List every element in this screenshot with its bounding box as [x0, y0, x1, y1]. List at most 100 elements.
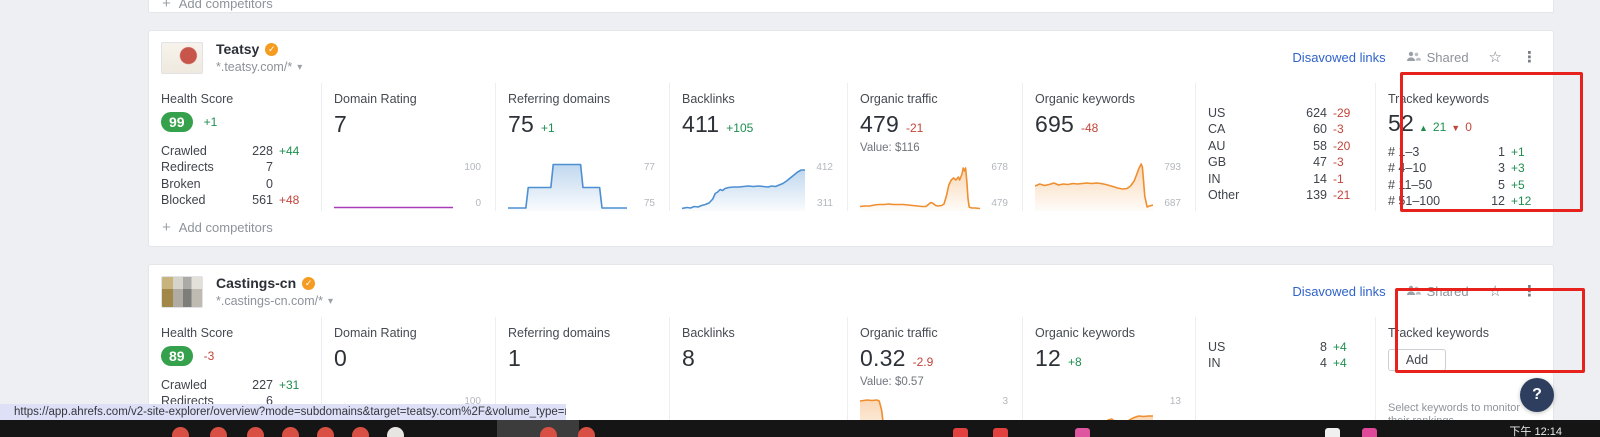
metric-label: Domain Rating	[334, 326, 417, 340]
metric-value: 479	[860, 111, 899, 137]
tracked-position-row[interactable]: # 4–10 3 +3	[1388, 161, 1525, 176]
metric-label: Tracked keywords	[1388, 326, 1489, 340]
taskbar-app-icon[interactable]	[387, 427, 404, 437]
card-header: Teatsy ✓ *.teatsy.com/* ▾ Disavowed link…	[149, 31, 1553, 83]
star-icon[interactable]: ☆	[1488, 49, 1502, 66]
scope-dropdown[interactable]: *.teatsy.com/* ▾	[216, 60, 302, 74]
metric-value: 695	[1035, 111, 1074, 137]
taskbar-app-icon[interactable]	[247, 427, 264, 437]
add-competitors-button[interactable]: + Add competitors	[162, 0, 1553, 12]
people-icon	[1406, 50, 1421, 65]
previous-card-bottom: + Add competitors	[148, 0, 1554, 13]
taskbar-app-icon[interactable]	[282, 427, 299, 437]
tracked-position-row[interactable]: # 11–50 5 +5	[1388, 177, 1525, 192]
scope-label: *.castings-cn.com/*	[216, 294, 323, 308]
country-row[interactable]: US 624 -29	[1208, 106, 1351, 120]
site-titles: Teatsy ✓ *.teatsy.com/* ▾	[216, 41, 302, 74]
country-row[interactable]: CA 60 -3	[1208, 122, 1344, 137]
metric-delta: -2.9	[912, 355, 934, 369]
country-row[interactable]: Other 139 -21	[1208, 188, 1351, 203]
kebab-menu-icon[interactable]: ⋮	[1522, 283, 1537, 300]
help-button[interactable]: ?	[1520, 378, 1554, 412]
axis-label-top: 412	[816, 162, 833, 173]
verified-badge-icon: ✓	[302, 276, 316, 290]
plus-icon: +	[162, 219, 171, 236]
taskbar-app-icon[interactable]	[210, 427, 227, 437]
taskbar-app-icon[interactable]	[993, 428, 1008, 437]
health-row: Redirects 7	[161, 160, 273, 175]
tracked-positions-list: # 1–3 1 +1 # 4–10 3 +3 # 11–50 5 +5 # 51–100 12…	[1388, 144, 1541, 210]
countries-list: US 624 -29 CA 60 -3 AU 58 -20 GB 47 -3 IN 14 -1 Ot…	[1208, 105, 1363, 203]
metric-column-countries: US 8 +4 IN 4 +4	[1195, 317, 1375, 437]
metric-column-referring-domains: Referring domains 75 +1 77 75	[495, 83, 669, 211]
shared-button[interactable]: Shared	[1406, 284, 1469, 299]
status-bar-url: https://app.ahrefs.com/v2-site-explorer/…	[0, 404, 566, 420]
health-score-badge: 99	[161, 112, 193, 132]
tracked-position-row[interactable]: # 1–3 1 +1	[1388, 145, 1525, 159]
taskbar-app-icon[interactable]	[317, 427, 334, 437]
taskbar-app-icon[interactable]	[497, 420, 579, 437]
metric-label: Health Score	[161, 326, 234, 340]
taskbar-app-icon[interactable]	[578, 427, 595, 437]
health-row: Crawled 228 +44	[161, 144, 300, 158]
axis-label-top: 77	[643, 162, 655, 173]
shared-label: Shared	[1426, 50, 1469, 65]
sparkline-chart: 77 75	[508, 161, 657, 211]
disavowed-links-link[interactable]: Disavowed links	[1292, 50, 1386, 65]
shared-button[interactable]: Shared	[1406, 50, 1469, 65]
metric-label: Referring domains	[508, 92, 611, 106]
metric-label: Backlinks	[682, 92, 735, 106]
kebab-menu-icon[interactable]: ⋮	[1522, 49, 1537, 66]
taskbar-app-icon[interactable]	[1325, 428, 1340, 437]
metric-column-health-score: Health Score 99 +1 Crawled 228 +44 Redirec…	[149, 83, 321, 211]
metric-label: Organic keywords	[1035, 92, 1136, 106]
metric-column-backlinks: Backlinks 411 +105 412 311	[669, 83, 847, 211]
chevron-down-icon: ▾	[297, 61, 303, 73]
metric-delta: +105	[726, 121, 754, 135]
star-icon[interactable]: ☆	[1488, 283, 1502, 300]
metric-label: Health Score	[161, 92, 234, 106]
down-arrow-icon: ▼	[1451, 123, 1461, 133]
verified-badge-icon: ✓	[265, 42, 279, 56]
metric-label: Organic traffic	[860, 326, 938, 340]
metric-column-organic-traffic: Organic traffic 0.32 -2.9 Value: $0.57 3	[847, 317, 1022, 437]
card-actions: Disavowed links Shared ☆ ⋮	[1292, 284, 1537, 299]
site-titles: Castings-cn ✓ *.castings-cn.com/* ▾	[216, 275, 333, 308]
axis-label-bottom: 75	[643, 198, 655, 209]
metric-delta: -48	[1080, 121, 1099, 135]
metric-value: 8	[682, 345, 695, 371]
taskbar-app-icon[interactable]	[352, 427, 369, 437]
axis-label-top: 3	[1002, 396, 1008, 407]
country-row[interactable]: US 8 +4	[1208, 340, 1347, 354]
country-row[interactable]: AU 58 -20	[1208, 138, 1351, 153]
health-row: Blocked 561 +48	[161, 193, 300, 208]
taskbar-app-icon[interactable]	[953, 428, 968, 437]
up-arrow-icon: ▲	[1418, 123, 1428, 133]
scope-label: *.teatsy.com/*	[216, 60, 293, 74]
taskbar-app-icon[interactable]	[540, 427, 557, 437]
scope-dropdown[interactable]: *.castings-cn.com/* ▾	[216, 294, 333, 308]
country-row[interactable]: IN 4 +4	[1208, 356, 1347, 371]
add-tracked-keywords-button[interactable]: Add	[1388, 349, 1446, 371]
add-competitors-label: Add competitors	[178, 0, 273, 11]
metric-value: 0	[334, 345, 347, 371]
metric-column-organic-keywords: Organic keywords 12 +8 13	[1022, 317, 1195, 437]
metric-value: 1	[508, 345, 521, 371]
country-row[interactable]: GB 47 -3	[1208, 155, 1344, 170]
metric-column-organic-traffic: Organic traffic 479 -21 Value: $116 678 47…	[847, 83, 1022, 211]
country-row[interactable]: IN 14 -1	[1208, 171, 1344, 186]
taskbar-app-icon[interactable]	[1075, 428, 1090, 437]
add-competitors-button[interactable]: + Add competitors	[162, 219, 1553, 236]
tracked-keywords-value: 52	[1388, 110, 1414, 136]
metric-column-tracked-keywords: Tracked keywords 52 ▲ 21 ▼ 0 # 1–3 1 +1 # 4–…	[1375, 83, 1553, 211]
tracked-position-row[interactable]: # 51–100 12 +12	[1388, 194, 1532, 209]
sparkline-chart: 793 687	[1035, 161, 1183, 211]
site-thumbnail	[161, 275, 203, 308]
axis-label-top: 793	[1164, 162, 1181, 173]
taskbar-app-icon[interactable]	[1362, 428, 1377, 437]
metric-column-countries: US 624 -29 CA 60 -3 AU 58 -20 GB 47 -3 IN 14 -1 Ot…	[1195, 83, 1375, 211]
taskbar-app-icon[interactable]	[172, 427, 189, 437]
disavowed-links-link[interactable]: Disavowed links	[1292, 284, 1386, 299]
sparkline-chart: 100	[334, 395, 483, 437]
sparkline-chart: 100 0	[334, 161, 483, 211]
